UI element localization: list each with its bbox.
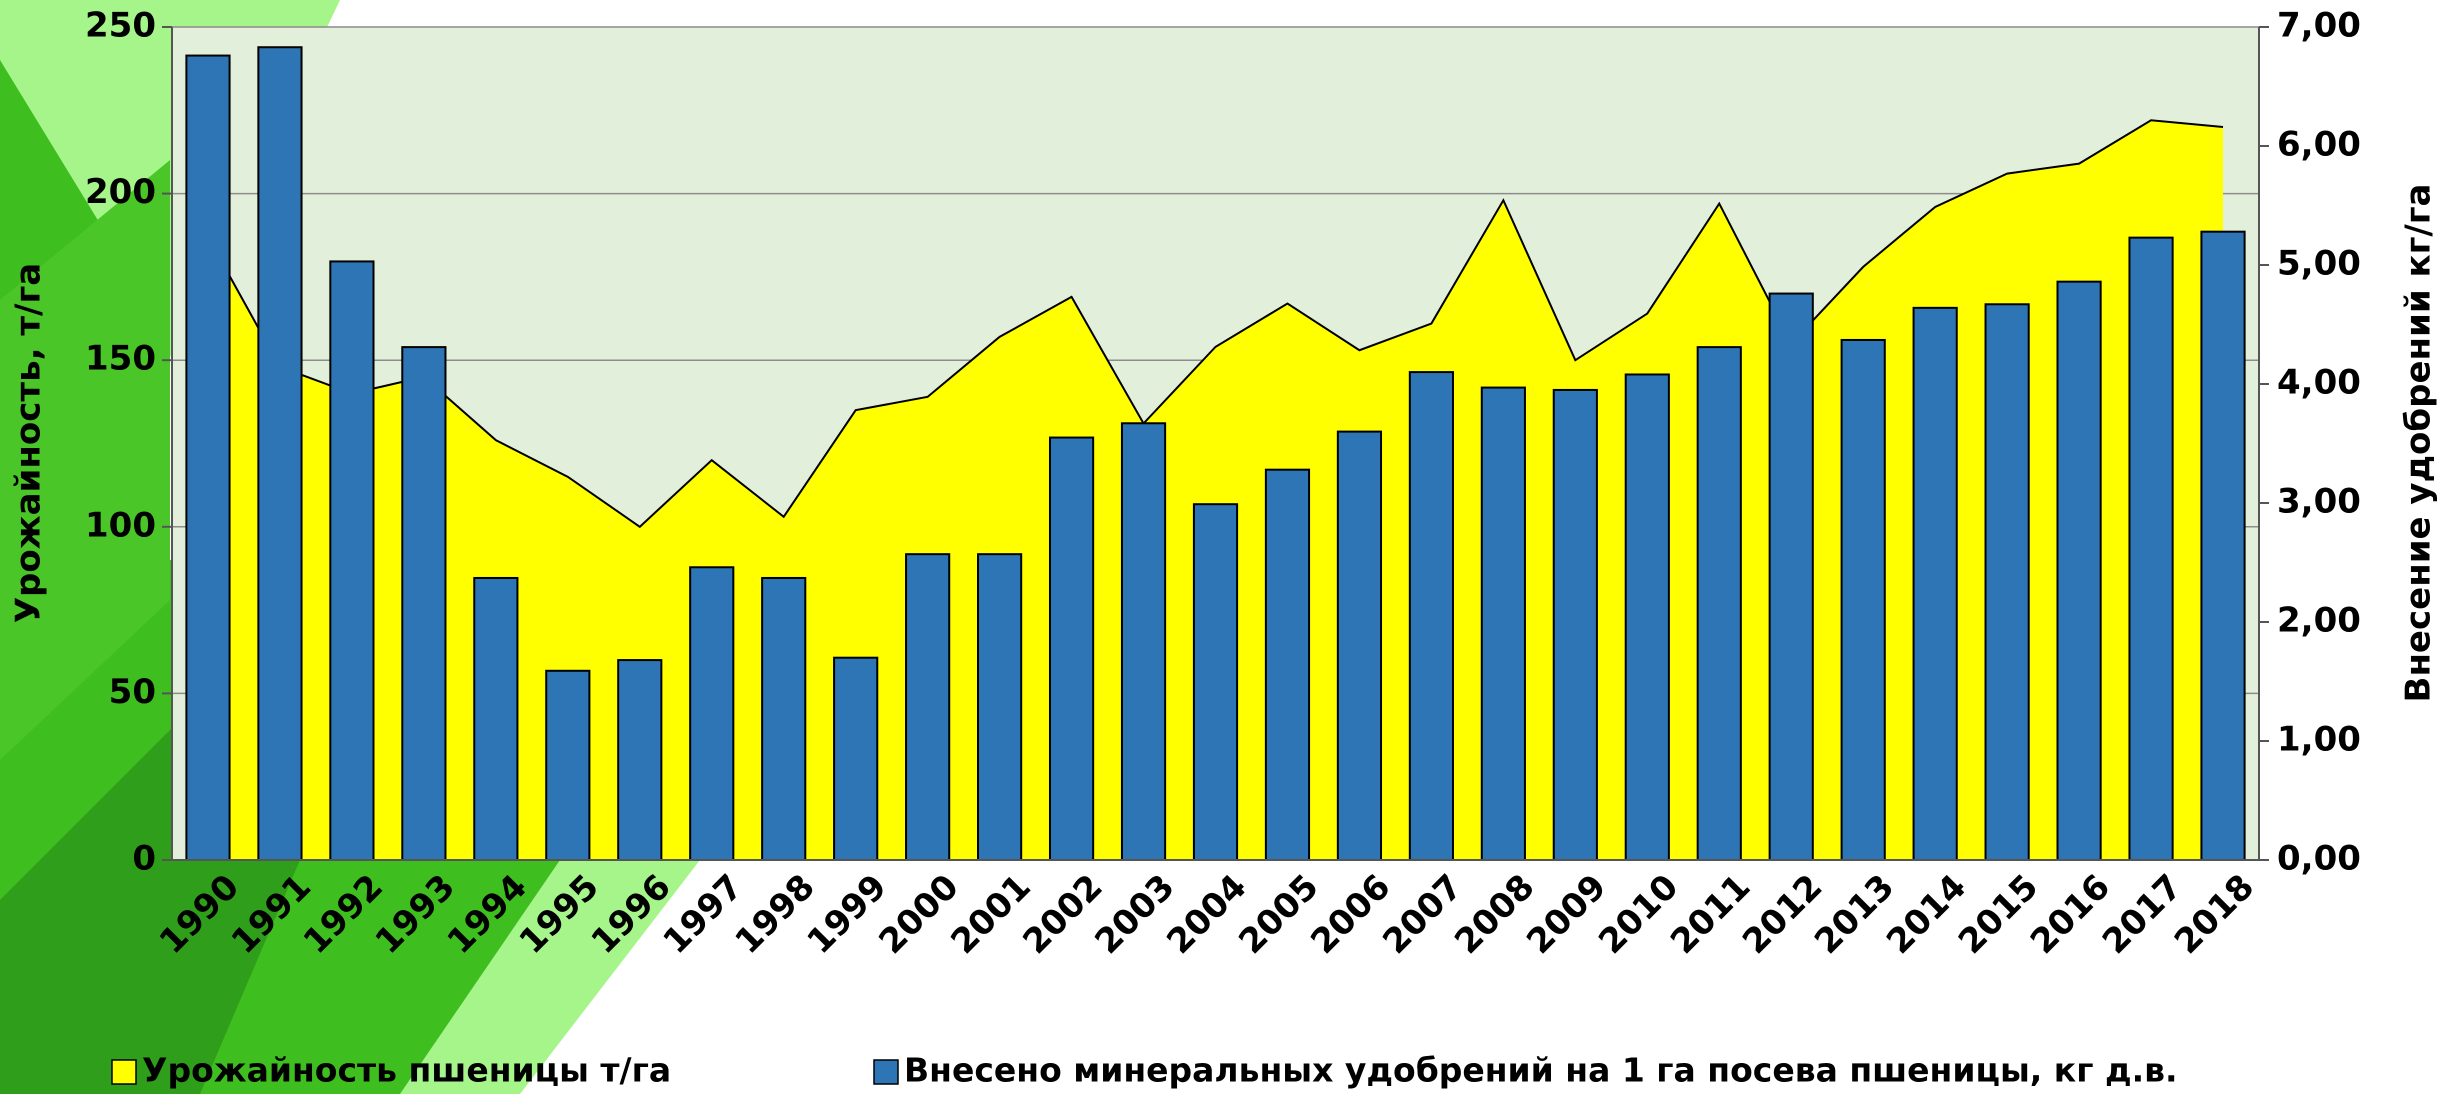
x-tick-label: 2000: [872, 867, 967, 962]
x-tick-label: 2003: [1087, 867, 1182, 962]
bar: [2128, 236, 2174, 861]
legend-label: Внесено минеральных удобрений на 1 га по…: [904, 1051, 2178, 1090]
bar: [1120, 422, 1167, 861]
y2-tick-label: 5,00: [2277, 244, 2361, 284]
bar: [689, 566, 735, 861]
x-tick-label: 2010: [1591, 867, 1686, 962]
x-tick-label: 2007: [1375, 867, 1470, 962]
bar: [329, 260, 375, 861]
x-tick-label: 1999: [800, 867, 895, 962]
bar: [1408, 371, 1454, 861]
bar: [1912, 306, 1958, 861]
y2-tick-label: 2,00: [2277, 601, 2361, 641]
y2-tick-label: 7,00: [2277, 6, 2361, 46]
y-tick-label: 50: [109, 672, 156, 712]
bar: [1624, 373, 1670, 861]
bar: [473, 576, 519, 861]
x-tick-label: 2015: [1951, 867, 2046, 962]
x-tick-label: 2008: [1447, 867, 1542, 962]
bar: [1048, 436, 1095, 861]
area-line: [207, 119, 2224, 529]
bar: [2200, 230, 2246, 861]
x-tick-label: 2011: [1663, 867, 1758, 962]
x-tick-label: 2006: [1303, 867, 1398, 962]
y2-tick-label: 1,00: [2277, 720, 2361, 760]
x-tick-label: 2005: [1231, 867, 1326, 962]
y-tick-label: 200: [85, 172, 156, 212]
y-tick-label: 250: [85, 6, 156, 46]
bar: [617, 659, 663, 862]
x-tick-label: 2001: [943, 867, 1038, 962]
bar: [1768, 292, 1814, 861]
bar: [1696, 346, 1742, 861]
bar: [1480, 386, 1526, 861]
x-tick-label: 2018: [2167, 867, 2262, 962]
bar: [257, 46, 303, 862]
x-tick-label: 2014: [1879, 867, 1974, 962]
y2-tick-label: 3,00: [2277, 482, 2361, 522]
bar: [401, 346, 447, 861]
legend-swatch: [873, 1059, 899, 1085]
x-tick-label: 2017: [2095, 867, 2190, 962]
x-tick-label: 2016: [2023, 867, 2118, 962]
x-tick-label: 2004: [1159, 867, 1254, 962]
bar: [1984, 303, 2030, 861]
x-tick-label: 2002: [1015, 867, 1110, 962]
bar: [977, 553, 1023, 861]
bar: [905, 553, 951, 861]
y-axis-title: Урожайность, т/га: [9, 263, 49, 623]
bar: [1552, 388, 1598, 861]
bar: [833, 656, 879, 862]
legend-swatch: [111, 1059, 137, 1085]
bar: [761, 576, 807, 861]
bar: [1336, 430, 1383, 861]
bar: [1264, 468, 1311, 861]
x-tick-label: 2013: [1807, 867, 1902, 962]
bar: [1192, 503, 1239, 861]
y-tick-label: 100: [85, 505, 156, 545]
bar: [2056, 280, 2102, 862]
y2-axis-title: Внесение удобрений кг/га: [2399, 184, 2439, 703]
bar: [545, 669, 591, 861]
y2-tick-label: 6,00: [2277, 125, 2361, 165]
y-tick-label: 0: [132, 839, 156, 879]
x-tick-label: 1998: [728, 867, 823, 962]
x-tick-label: 2012: [1735, 867, 1830, 962]
bar: [185, 54, 231, 862]
legend-label: Урожайность пшеницы т/га: [142, 1051, 671, 1090]
y2-tick-label: 0,00: [2277, 839, 2361, 879]
bar: [1840, 338, 1886, 862]
x-tick-label: 2009: [1519, 867, 1614, 962]
y2-tick-label: 4,00: [2277, 363, 2361, 403]
y-tick-label: 150: [85, 339, 156, 379]
